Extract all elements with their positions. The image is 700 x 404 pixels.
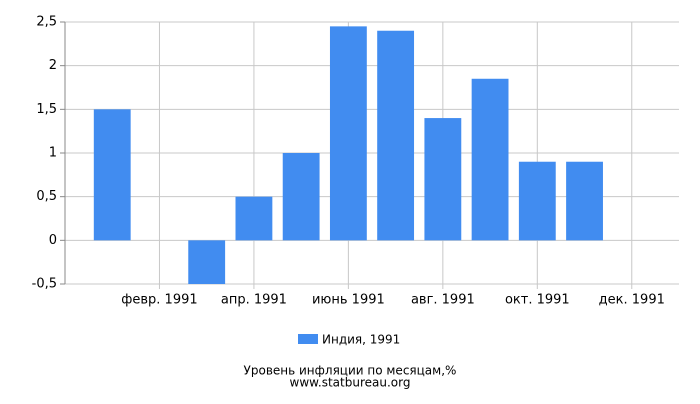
x-tick-label: июнь 1991 — [312, 293, 385, 308]
bar — [235, 196, 273, 241]
legend-label: Индия, 1991 — [322, 333, 400, 347]
bar — [518, 161, 556, 241]
y-tick-label: 1 — [49, 146, 57, 161]
bar — [424, 118, 462, 241]
x-tick-label: дек. 1991 — [599, 293, 665, 308]
y-tick-label: 2 — [49, 58, 57, 73]
x-tick-label: апр. 1991 — [221, 293, 287, 308]
y-tick-label: 2,5 — [36, 15, 57, 30]
y-tick-label: 1,5 — [36, 102, 57, 117]
x-tick-label: авг. 1991 — [411, 293, 475, 308]
bar — [329, 26, 367, 241]
bar — [471, 78, 509, 241]
bar — [188, 240, 226, 284]
bar — [282, 153, 320, 241]
legend-swatch — [298, 334, 318, 344]
bar — [566, 161, 603, 241]
footer-title: Уровень инфляции по месяцам,% — [244, 364, 457, 378]
y-tick-label: 0 — [49, 233, 57, 248]
x-tick-label: окт. 1991 — [505, 293, 570, 308]
x-tick-label: февр. 1991 — [121, 293, 197, 308]
y-tick-label: -0,5 — [32, 277, 57, 292]
y-tick-label: 0,5 — [36, 189, 57, 204]
bar — [377, 30, 415, 241]
bar — [93, 109, 131, 241]
footer-source: www.statbureau.org — [290, 376, 411, 390]
